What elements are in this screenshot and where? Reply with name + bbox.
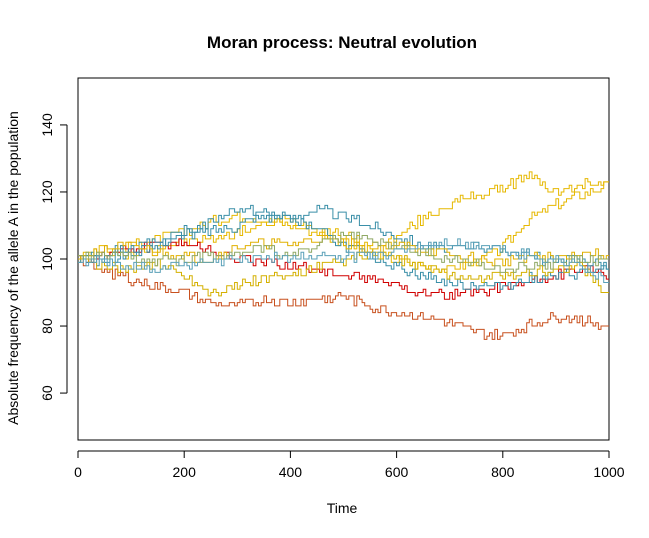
series-line <box>78 171 609 263</box>
x-tick-label: 200 <box>173 464 197 480</box>
series-line <box>78 181 609 273</box>
series-line <box>78 231 609 273</box>
x-tick-label: 400 <box>279 464 303 480</box>
y-tick-label: 80 <box>39 318 55 334</box>
x-tick-label: 1000 <box>593 464 624 480</box>
y-tick-label: 120 <box>39 180 55 204</box>
series-line <box>78 258 609 340</box>
y-axis: 60 80 100 120 140 <box>39 113 68 401</box>
series-group <box>78 171 609 340</box>
series-line <box>78 204 609 290</box>
chart-title: Moran process: Neutral evolution <box>207 33 477 52</box>
y-tick-label: 140 <box>39 113 55 137</box>
y-tick-label: 60 <box>39 385 55 401</box>
x-axis-label: Time <box>327 500 358 516</box>
x-axis: 0 200 400 600 800 1000 <box>74 450 625 480</box>
series-line <box>78 238 609 283</box>
x-tick-label: 600 <box>385 464 409 480</box>
y-axis-label: Absolute frequency of the allele A in th… <box>5 111 21 425</box>
x-tick-label: 0 <box>74 464 82 480</box>
y-tick-label: 100 <box>39 247 55 271</box>
x-tick-label: 800 <box>491 464 515 480</box>
